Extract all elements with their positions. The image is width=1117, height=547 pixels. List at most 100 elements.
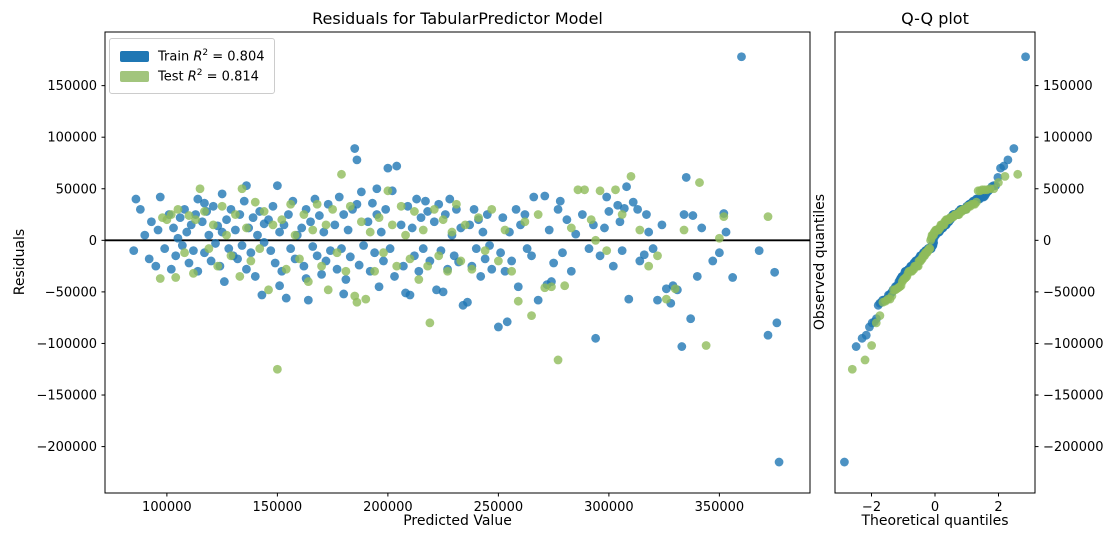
test-point xyxy=(467,264,477,274)
y-tick-label: 50000 xyxy=(1043,182,1084,197)
test-point xyxy=(456,256,466,266)
train-point xyxy=(222,215,231,225)
test-point xyxy=(299,210,309,219)
train-point xyxy=(359,241,368,250)
train-point xyxy=(169,223,178,233)
test-point xyxy=(337,169,346,179)
test-point xyxy=(414,275,424,284)
train-point xyxy=(352,155,362,165)
test-point xyxy=(500,225,510,235)
qq-test-point xyxy=(860,355,870,365)
train-point xyxy=(299,261,309,271)
train-point xyxy=(677,342,687,351)
test-point xyxy=(321,220,331,230)
test-point xyxy=(487,204,497,214)
train-point xyxy=(155,192,165,202)
x-tick-label: −2 xyxy=(862,500,881,515)
test-point xyxy=(401,230,410,240)
train-point xyxy=(381,204,391,214)
train-point xyxy=(204,230,214,240)
train-point xyxy=(396,220,406,230)
test-point xyxy=(553,355,563,365)
train-point xyxy=(529,192,539,202)
train-point xyxy=(577,210,587,219)
test-point xyxy=(423,261,433,271)
train-point xyxy=(681,173,691,182)
qq-test-point xyxy=(925,244,935,253)
test-point xyxy=(595,186,605,196)
test-point xyxy=(418,225,428,235)
train-point xyxy=(131,194,141,204)
test-point xyxy=(719,212,729,222)
train-point xyxy=(275,281,284,291)
train-point xyxy=(471,244,481,253)
train-point xyxy=(319,227,329,237)
train-point xyxy=(144,254,154,264)
qq-train-point xyxy=(999,161,1009,171)
x-tick-label: 300000 xyxy=(584,500,634,515)
train-point xyxy=(591,333,601,343)
test-point xyxy=(155,274,165,283)
train-point xyxy=(339,210,349,219)
train-point xyxy=(341,275,351,284)
test-point xyxy=(272,364,282,374)
train-point xyxy=(423,207,433,216)
test-color-patch xyxy=(120,70,149,82)
test-point xyxy=(317,261,326,271)
test-point xyxy=(670,284,680,294)
qq-test-point xyxy=(875,311,885,321)
train-point xyxy=(449,251,459,261)
train-point xyxy=(493,322,503,332)
test-point xyxy=(695,178,704,187)
train-point xyxy=(476,272,486,281)
qq-plot-title: Q-Q plot xyxy=(901,9,969,28)
test-point xyxy=(480,246,490,256)
test-point xyxy=(560,281,570,291)
test-point xyxy=(217,201,227,211)
test-point xyxy=(425,318,435,328)
test-point xyxy=(341,266,351,276)
train-point xyxy=(608,261,618,271)
train-point xyxy=(160,244,170,253)
train-point xyxy=(540,191,550,201)
train-point xyxy=(642,210,651,219)
train-point xyxy=(480,254,490,264)
train-point xyxy=(173,233,183,243)
train-point xyxy=(774,457,784,467)
test-point xyxy=(443,266,452,276)
train-point xyxy=(385,244,395,253)
train-point xyxy=(558,248,567,258)
test-point xyxy=(392,261,402,271)
train-point xyxy=(405,290,415,300)
test-point xyxy=(520,217,530,227)
x-tick-label: 2 xyxy=(994,500,1002,515)
test-point xyxy=(602,246,612,256)
train-point xyxy=(520,210,530,219)
test-point xyxy=(237,184,247,194)
train-point xyxy=(151,261,161,271)
train-point xyxy=(343,225,353,235)
train-point xyxy=(688,211,698,220)
y-tick-label: −100000 xyxy=(1043,337,1104,352)
y-tick-label: −200000 xyxy=(36,440,97,455)
test-point xyxy=(763,212,773,222)
x-tick-label: 350000 xyxy=(695,500,745,515)
test-point xyxy=(635,225,645,235)
train-point xyxy=(469,204,479,214)
test-point xyxy=(679,225,689,235)
legend-item-train: Train R2 = 0.804 xyxy=(120,46,264,66)
train-point xyxy=(266,246,276,256)
y-tick-label: −150000 xyxy=(36,389,97,404)
train-point xyxy=(498,213,508,223)
residuals-x-axis-label: Predicted Value xyxy=(403,513,512,529)
train-point xyxy=(376,227,386,237)
y-tick-label: 0 xyxy=(1043,234,1051,249)
test-point xyxy=(410,207,419,216)
train-point xyxy=(487,264,497,274)
test-point xyxy=(447,227,457,237)
train-point xyxy=(496,248,505,258)
train-point xyxy=(639,250,649,260)
train-point xyxy=(390,272,399,281)
train-point xyxy=(679,210,689,219)
test-point xyxy=(591,235,601,245)
